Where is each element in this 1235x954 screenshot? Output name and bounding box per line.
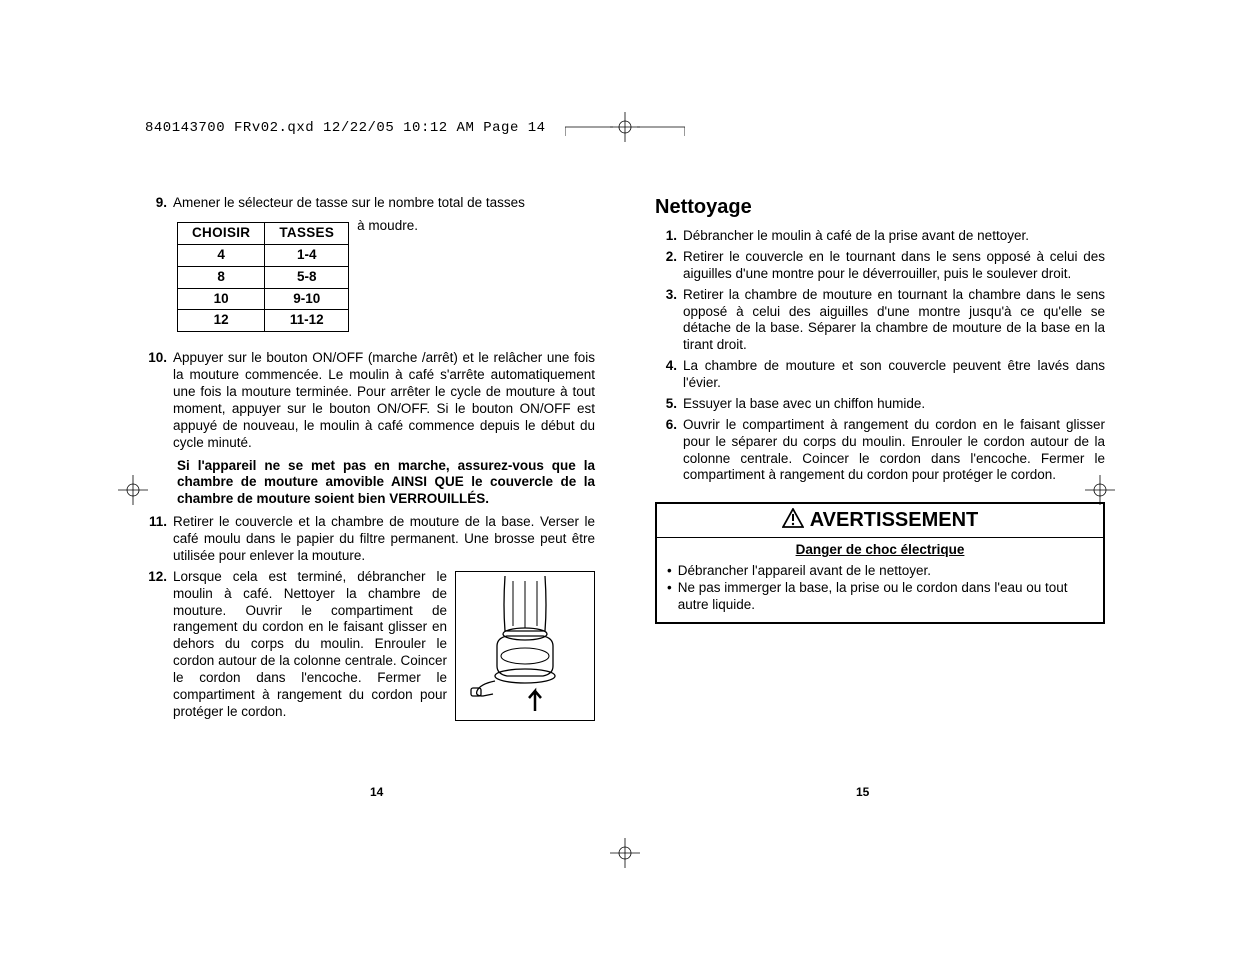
item-number: 5.	[655, 396, 683, 413]
list-item: 3. Retirer la chambre de mouture en tour…	[655, 287, 1105, 355]
item-text: Retirer le couvercle et la chambre de mo…	[173, 514, 595, 565]
left-page: 9. Amener le sélecteur de tasse sur le n…	[145, 195, 595, 725]
bold-note: Si l'appareil ne se met pas en marche, a…	[177, 458, 595, 509]
item-number: 4.	[655, 358, 683, 392]
page-spread: 840143700 FRv02.qxd 12/22/05 10:12 AM Pa…	[0, 0, 1235, 954]
list-item: 10. Appuyer sur le bouton ON/OFF (marche…	[145, 350, 595, 451]
list-item: 2. Retirer le couvercle en le tournant d…	[655, 249, 1105, 283]
item-text: Ouvrir le compartiment à rangement du co…	[683, 417, 1105, 485]
item-text: Appuyer sur le bouton ON/OFF (marche /ar…	[173, 350, 595, 451]
warning-subtitle: Danger de choc électrique	[667, 542, 1093, 559]
grinder-illustration-icon	[455, 571, 595, 721]
item-number: 12.	[145, 569, 173, 721]
after-table-text: à moudre.	[349, 216, 418, 235]
warning-bullet: Débrancher l'appareil avant de le nettoy…	[667, 563, 1093, 580]
table-row: 85-8	[178, 266, 349, 288]
item-number: 6.	[655, 417, 683, 485]
table-header: CHOISIR	[178, 222, 265, 244]
item-text: Débrancher le moulin à café de la prise …	[683, 228, 1105, 245]
item-text: Retirer le couvercle en le tournant dans…	[683, 249, 1105, 283]
item-number: 9.	[145, 195, 173, 212]
list-item: 4. La chambre de mouture et son couvercl…	[655, 358, 1105, 392]
section-title: Nettoyage	[655, 195, 1105, 220]
warning-triangle-icon	[782, 508, 804, 533]
item-number: 3.	[655, 287, 683, 355]
list-item: 5. Essuyer la base avec un chiffon humid…	[655, 396, 1105, 413]
item-number: 10.	[145, 350, 173, 451]
choisir-tasses-table: CHOISIR TASSES 41-4 85-8 109-10 1211-12	[177, 222, 349, 332]
print-header: 840143700 FRv02.qxd 12/22/05 10:12 AM Pa…	[145, 120, 546, 136]
page-number: 14	[370, 785, 383, 799]
list-item: 12.	[145, 569, 595, 721]
page-number: 15	[856, 785, 869, 799]
crop-bracket-icon	[565, 125, 685, 137]
table-row: 1211-12	[178, 310, 349, 332]
crop-mark-icon	[118, 475, 136, 493]
warning-title: AVERTISSEMENT	[810, 508, 979, 533]
table-row: 41-4	[178, 244, 349, 266]
crop-mark-icon	[610, 838, 628, 856]
warning-bullet: Ne pas immerger la base, la prise ou le …	[667, 580, 1093, 614]
table-row: 109-10	[178, 288, 349, 310]
item-text: Lorsque cela est terminé, débrancher le …	[173, 569, 595, 721]
warning-bullets: Débrancher l'appareil avant de le nettoy…	[667, 563, 1093, 614]
list-item: 9. Amener le sélecteur de tasse sur le n…	[145, 195, 595, 212]
item-number: 1.	[655, 228, 683, 245]
list-item: 11. Retirer le couvercle et la chambre d…	[145, 514, 595, 565]
item-text: Retirer la chambre de mouture en tournan…	[683, 287, 1105, 355]
list-item: 1. Débrancher le moulin à café de la pri…	[655, 228, 1105, 245]
item-number: 11.	[145, 514, 173, 565]
list-item: 6. Ouvrir le compartiment à rangement du…	[655, 417, 1105, 485]
warning-box: AVERTISSEMENT Danger de choc électrique …	[655, 502, 1105, 624]
item-text: Essuyer la base avec un chiffon humide.	[683, 396, 1105, 413]
item-text: Amener le sélecteur de tasse sur le nomb…	[173, 195, 595, 212]
table-header: TASSES	[265, 222, 349, 244]
item-text: La chambre de mouture et son couvercle p…	[683, 358, 1105, 392]
right-page: Nettoyage 1. Débrancher le moulin à café…	[655, 195, 1105, 725]
item-number: 2.	[655, 249, 683, 283]
